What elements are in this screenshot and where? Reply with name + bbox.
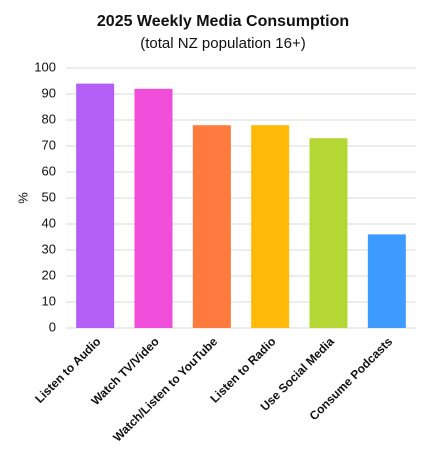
chart-title: 2025 Weekly Media Consumption <box>97 13 349 30</box>
y-tick-label: 30 <box>42 241 56 256</box>
bar <box>134 88 173 328</box>
bar <box>251 125 290 328</box>
y-tick-label: 100 <box>34 59 56 74</box>
y-tick-label: 10 <box>42 293 56 308</box>
y-tick-label: 50 <box>42 189 56 204</box>
y-tick-label: 60 <box>42 163 56 178</box>
y-axis-label: % <box>15 192 30 204</box>
y-tick-label: 80 <box>42 111 56 126</box>
x-tick-label: Watch/Listen to YouTube <box>110 334 220 444</box>
bar <box>367 234 406 328</box>
y-tick-label: 70 <box>42 137 56 152</box>
y-tick-label: 90 <box>42 85 56 100</box>
y-tick-label: 0 <box>49 319 56 334</box>
bar <box>76 83 115 328</box>
chart-subtitle: (total NZ population 16+) <box>140 35 306 52</box>
y-tick-label: 40 <box>42 215 56 230</box>
y-tick-label: 20 <box>42 267 56 282</box>
bar <box>192 125 231 328</box>
bar <box>309 138 348 328</box>
